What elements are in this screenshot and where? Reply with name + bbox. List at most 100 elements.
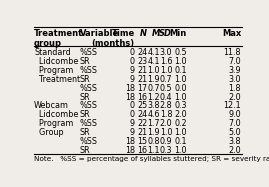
Text: 3.0: 3.0 <box>160 48 172 57</box>
Text: 2.0: 2.0 <box>228 93 241 102</box>
Text: Lidcombe: Lidcombe <box>34 57 79 66</box>
Text: 0: 0 <box>130 48 135 57</box>
Text: 2.8: 2.8 <box>160 102 172 111</box>
Text: Treatment: Treatment <box>34 75 80 84</box>
Text: 4.1: 4.1 <box>147 48 160 57</box>
Text: Lidcombe: Lidcombe <box>34 110 79 119</box>
Text: 0.3: 0.3 <box>174 102 187 111</box>
Text: 3.8: 3.8 <box>229 137 241 146</box>
Text: 4.6: 4.6 <box>147 110 160 119</box>
Text: %SS: %SS <box>80 102 97 111</box>
Text: 9.0: 9.0 <box>228 110 241 119</box>
Text: SR: SR <box>80 57 90 66</box>
Text: 3.9: 3.9 <box>228 66 241 75</box>
Text: 1.0: 1.0 <box>174 93 187 102</box>
Text: 18: 18 <box>125 84 135 93</box>
Text: 18: 18 <box>125 93 135 102</box>
Text: 18: 18 <box>125 146 135 155</box>
Text: SR: SR <box>80 110 90 119</box>
Text: 1.7: 1.7 <box>147 119 160 128</box>
Text: %SS: %SS <box>80 84 97 93</box>
Text: SD: SD <box>159 29 172 38</box>
Text: 0.7: 0.7 <box>147 84 160 93</box>
Text: Group: Group <box>34 128 64 137</box>
Text: 23: 23 <box>137 57 147 66</box>
Text: Min: Min <box>169 29 187 38</box>
Text: 1.2: 1.2 <box>147 93 160 102</box>
Text: 11.8: 11.8 <box>224 48 241 57</box>
Text: SR: SR <box>80 93 90 102</box>
Text: 1.1: 1.1 <box>147 146 160 155</box>
Text: Max: Max <box>222 29 241 38</box>
Text: 0.4: 0.4 <box>160 93 172 102</box>
Text: 1.8: 1.8 <box>229 84 241 93</box>
Text: 24: 24 <box>137 48 147 57</box>
Text: 1.0: 1.0 <box>174 75 187 84</box>
Text: 0.2: 0.2 <box>174 119 187 128</box>
Text: 1.0: 1.0 <box>174 128 187 137</box>
Text: 24: 24 <box>137 110 147 119</box>
Text: 0.9: 0.9 <box>160 137 172 146</box>
Text: N: N <box>140 29 147 38</box>
Text: 0.5: 0.5 <box>160 84 172 93</box>
Text: 17: 17 <box>137 84 147 93</box>
Text: 1.0: 1.0 <box>174 57 187 66</box>
Text: 1.9: 1.9 <box>147 75 160 84</box>
Text: 0.8: 0.8 <box>147 137 160 146</box>
Text: 9: 9 <box>130 128 135 137</box>
Text: 15: 15 <box>137 137 147 146</box>
Text: 0.0: 0.0 <box>174 84 187 93</box>
Text: Time: Time <box>111 29 135 38</box>
Text: 2.0: 2.0 <box>160 119 172 128</box>
Text: 0: 0 <box>130 110 135 119</box>
Text: Note.   %SS = percentage of syllables stuttered; SR = severity rating.: Note. %SS = percentage of syllables stut… <box>34 156 269 162</box>
Text: 9: 9 <box>130 119 135 128</box>
Text: 0: 0 <box>130 57 135 66</box>
Text: 1.6: 1.6 <box>160 57 172 66</box>
Text: 4.1: 4.1 <box>147 57 160 66</box>
Text: %SS: %SS <box>80 66 97 75</box>
Text: 1.9: 1.9 <box>147 128 160 137</box>
Text: 2.0: 2.0 <box>174 110 187 119</box>
Text: SR: SR <box>80 146 90 155</box>
Text: 1.0: 1.0 <box>147 66 160 75</box>
Text: Webcam: Webcam <box>34 102 69 111</box>
Text: 0.7: 0.7 <box>160 75 172 84</box>
Text: SR: SR <box>80 128 90 137</box>
Text: 16: 16 <box>137 93 147 102</box>
Text: 22: 22 <box>137 119 147 128</box>
Text: 9: 9 <box>130 66 135 75</box>
Text: 1.0: 1.0 <box>174 146 187 155</box>
Text: (months): (months) <box>92 39 135 47</box>
Text: 0.5: 0.5 <box>174 48 187 57</box>
Text: Variable: Variable <box>80 29 119 38</box>
Text: 0.1: 0.1 <box>174 66 187 75</box>
Text: Program: Program <box>34 66 73 75</box>
Text: group: group <box>34 39 62 47</box>
Text: 3.8: 3.8 <box>147 102 160 111</box>
Text: 16: 16 <box>137 146 147 155</box>
Text: 21: 21 <box>137 75 147 84</box>
Text: 0.3: 0.3 <box>160 146 172 155</box>
Text: 21: 21 <box>137 128 147 137</box>
Text: 1.0: 1.0 <box>160 66 172 75</box>
Text: SR: SR <box>80 75 90 84</box>
Text: 5.0: 5.0 <box>228 128 241 137</box>
Text: 1.0: 1.0 <box>160 128 172 137</box>
Text: 1.8: 1.8 <box>160 110 172 119</box>
Text: 0.1: 0.1 <box>174 137 187 146</box>
Text: %SS: %SS <box>80 119 97 128</box>
Text: 2.0: 2.0 <box>228 146 241 155</box>
Text: 7.0: 7.0 <box>228 57 241 66</box>
Text: %SS: %SS <box>80 48 97 57</box>
Text: Treatment: Treatment <box>34 29 83 38</box>
Text: 7.0: 7.0 <box>228 119 241 128</box>
Text: Program: Program <box>34 119 73 128</box>
Text: M: M <box>151 29 160 38</box>
Text: %SS: %SS <box>80 137 97 146</box>
Text: 3.0: 3.0 <box>229 75 241 84</box>
Text: 21: 21 <box>137 66 147 75</box>
Text: 12.1: 12.1 <box>224 102 241 111</box>
Text: Standard: Standard <box>34 48 71 57</box>
Text: 9: 9 <box>130 75 135 84</box>
